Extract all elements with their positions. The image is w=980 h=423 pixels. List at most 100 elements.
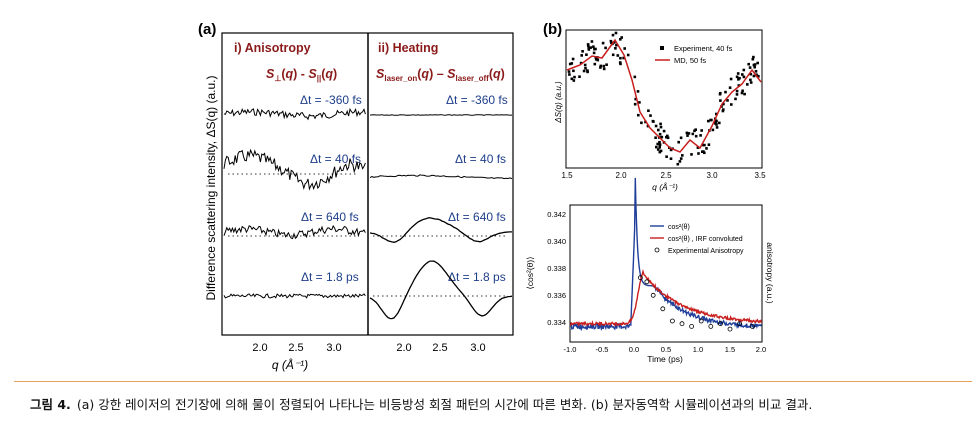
md-50fs-line [566, 38, 762, 153]
anisotropy-point [679, 321, 685, 327]
experiment-point [616, 54, 620, 57]
anisotropy-point [689, 323, 694, 329]
experiment-point [676, 162, 680, 166]
experiment-point [701, 143, 704, 147]
experiment-point [681, 154, 684, 157]
experiment-point [741, 89, 744, 93]
anisotropy-title: i) Anisotropy [234, 41, 311, 55]
top-tick-3.5: 3.5 [754, 171, 766, 180]
experiment-point [749, 72, 753, 76]
experiment-point [655, 145, 658, 149]
anisotropy-point [670, 318, 675, 324]
experiment-point [666, 136, 670, 140]
delay-label-right-2: Δt = 40 fs [455, 152, 506, 166]
experiment-point [585, 53, 588, 56]
experiment-point [711, 128, 715, 132]
experiment-point [697, 152, 700, 155]
experiment-point [594, 47, 597, 51]
top-x-ticks: 1.5 2.0 2.5 3.0 3.5 [561, 171, 766, 180]
experiment-point [568, 73, 571, 76]
experiment-point [678, 160, 682, 163]
experiment-point [609, 39, 613, 43]
experiment-point [707, 143, 711, 146]
experiment-point [586, 43, 590, 46]
bottom-y-axis-label: ⟨cos²(θ)⟩ [525, 256, 535, 289]
experiment-point [694, 134, 698, 138]
bottom-y2-axis-label: anisotropy (a.u.) [765, 242, 775, 304]
experiment-point [615, 43, 618, 47]
experiment-point [578, 75, 581, 78]
panel-a-x-ticks: 2.0 2.5 3.0 2.0 2.5 3.0 [252, 342, 485, 354]
experiment-point [679, 157, 683, 160]
top-tick-2.0: 2.0 [615, 171, 627, 180]
experiment-point [620, 36, 623, 39]
experiment-point [735, 89, 739, 93]
anisotropy-formula: S⊥(q) - S||(q) [266, 67, 337, 83]
delay-label-left-3: Δt = 640 fs [301, 210, 359, 224]
experiment-point [614, 47, 617, 50]
experiment-point [742, 68, 746, 72]
experiment-point [753, 65, 756, 69]
anisotropy-point [644, 279, 650, 285]
bottom-x-axis-label: Time (ps) [647, 354, 683, 364]
experiment-point [626, 53, 630, 57]
experiment-point [662, 129, 666, 133]
experiment-point [596, 58, 600, 62]
caption-text: (a) 강한 레이저의 전기장에 의해 물이 정렬되어 나타나는 비등방성 회절… [76, 397, 813, 412]
heating-title: ii) Heating [378, 41, 438, 55]
anisotropy-point [638, 275, 643, 281]
experiment-point [749, 78, 752, 82]
trace-anisotropy-1.8ps [223, 293, 366, 299]
experiment-point [721, 109, 725, 113]
experiment-point [705, 147, 708, 150]
experiment-point [638, 101, 641, 104]
legend-cos2-irf: cos²(θ) , IRF convoluted [668, 236, 743, 243]
btick--0.5: -0.5 [596, 345, 609, 354]
experiment-point [614, 31, 618, 35]
experiment-point [581, 50, 584, 53]
top-legend: Experiment, 40 fs MD, 50 fs [655, 44, 733, 65]
delay-label-left-4: Δt = 1.8 ps [301, 270, 359, 284]
experiment-point [752, 74, 756, 78]
anisotropy-point [718, 321, 723, 327]
experiment-point [737, 84, 741, 87]
experiment-point [734, 97, 737, 101]
experiment-point [637, 113, 640, 117]
experiment-point [601, 41, 605, 45]
experiment-point [746, 83, 749, 86]
trace-heating-minus360fs [369, 114, 512, 116]
experiment-point [737, 78, 740, 81]
experiment-point [570, 77, 574, 81]
experiment-point [715, 112, 718, 116]
experiment-point [634, 97, 637, 101]
panel-b-label: (b) [543, 21, 562, 38]
experiment-point [611, 33, 615, 37]
experiment-point [715, 119, 718, 123]
experiment-point [748, 66, 752, 69]
experiment-point [696, 146, 700, 149]
delay-label-left-1: Δt = -360 fs [300, 93, 362, 107]
experiment-point [754, 70, 758, 73]
experiment-point [587, 44, 590, 47]
experiment-point [658, 140, 661, 144]
experiment-point [691, 132, 695, 136]
experiment-point [572, 79, 576, 82]
delay-label-right-3: Δt = 640 fs [448, 210, 506, 224]
experiment-point [611, 53, 615, 57]
experiment-point [730, 103, 733, 106]
experiment-point [743, 92, 746, 96]
btick--1.0: -1.0 [564, 345, 577, 354]
figure-canvas: (a) i) Anisotropy ii) Heating S⊥(q) - S|… [198, 21, 775, 372]
experiment-point [633, 102, 637, 106]
experiment-point [636, 90, 640, 93]
tick-right-2.0: 2.0 [396, 342, 411, 354]
experiment-point [656, 142, 659, 146]
experiment-point [654, 124, 658, 128]
experiment-point [749, 81, 753, 84]
tick-right-2.5: 2.5 [432, 342, 447, 354]
experiment-point [582, 69, 586, 73]
experiment-point [722, 108, 725, 111]
experiment-point [719, 99, 722, 102]
experiment-point [568, 62, 572, 66]
experiment-point [735, 93, 739, 96]
